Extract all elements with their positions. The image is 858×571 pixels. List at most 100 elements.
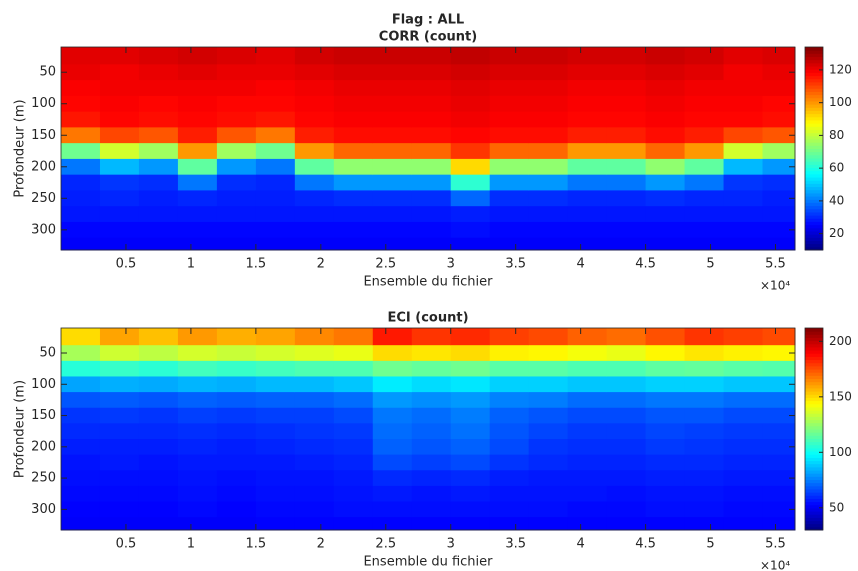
x-tick-label: 4.5 — [635, 257, 656, 272]
colorbar-swatch — [805, 413, 823, 417]
heat-cell — [61, 454, 101, 471]
heat-cell — [216, 485, 257, 503]
colorbar-tick-label: 100 — [829, 445, 852, 459]
heat-cell — [216, 237, 257, 251]
x-tick-label: 4 — [577, 537, 585, 552]
colorbar-swatch — [805, 498, 823, 503]
heat-cell — [216, 454, 257, 471]
x-axis-label: Ensemble du fichier — [363, 275, 493, 290]
heat-cell — [372, 206, 413, 223]
heat-cell — [723, 454, 764, 471]
x-tick-label: 2 — [317, 257, 325, 272]
heat-cell — [684, 517, 725, 531]
heat-cell — [645, 206, 686, 223]
heat-cell — [450, 517, 491, 531]
colorbar-swatch — [805, 164, 823, 169]
heat-cell — [216, 360, 257, 377]
heat-cell — [723, 376, 764, 393]
colorbar-swatch — [805, 485, 823, 490]
heat-cell — [216, 328, 257, 346]
heat-cell — [762, 360, 796, 377]
heat-cell — [450, 47, 491, 65]
heat-cell — [138, 237, 179, 251]
heat-cell — [684, 392, 725, 409]
heat-cell — [762, 221, 796, 239]
heat-cell — [216, 174, 257, 191]
colorbar-tick-label: 200 — [829, 334, 852, 348]
colorbar-swatch — [805, 227, 823, 232]
colorbar-swatch — [805, 350, 823, 354]
heat-cell — [255, 237, 296, 251]
x-exponent: ×10⁴ — [760, 279, 790, 293]
heat-cell — [411, 517, 452, 531]
colorbar-swatch — [805, 495, 823, 499]
heat-cell — [528, 345, 569, 362]
heat-cell — [99, 174, 140, 191]
heat-cell — [61, 328, 101, 346]
heat-cell — [177, 454, 218, 471]
colorbar-tick-label: 80 — [829, 128, 844, 142]
heat-cell — [138, 206, 179, 223]
heat-cell — [606, 143, 647, 160]
heat-cell — [528, 328, 569, 346]
heat-cell — [645, 174, 686, 191]
heat-cell — [450, 190, 491, 207]
heat-cell — [294, 328, 335, 346]
heat-cell — [294, 237, 335, 251]
colorbar-swatch — [805, 173, 823, 178]
x-tick-label: 0.5 — [116, 537, 137, 552]
heat-cell — [645, 517, 686, 531]
heat-cell — [567, 328, 608, 346]
heat-cell — [333, 454, 374, 471]
heat-cell — [333, 47, 374, 65]
heat-cell — [216, 517, 257, 531]
colorbar-swatch — [805, 142, 823, 146]
colorbar-swatch — [805, 88, 823, 92]
heat-cell — [528, 407, 569, 424]
heat-cell — [645, 345, 686, 362]
heat-cell — [528, 454, 569, 471]
heat-cell — [606, 485, 647, 503]
heat-cell — [177, 517, 218, 531]
heat-cell — [723, 392, 764, 409]
heat-cell — [372, 485, 413, 503]
heat-cell — [645, 439, 686, 456]
heat-cell — [450, 174, 491, 191]
colorbar-swatch — [805, 161, 823, 165]
heat-cell — [606, 501, 647, 518]
heat-cell — [489, 376, 530, 393]
heat-cell — [216, 221, 257, 239]
colorbar-swatch — [805, 435, 823, 439]
heat-cell — [723, 158, 764, 176]
heat-cell — [99, 47, 140, 65]
heat-cell — [294, 360, 335, 377]
colorbar-swatch — [805, 387, 823, 392]
colorbar-swatch — [805, 369, 823, 373]
y-tick-label: 150 — [31, 128, 56, 143]
heat-cell — [99, 376, 140, 393]
heat-cell — [177, 360, 218, 377]
heat-cell — [411, 360, 452, 377]
heat-cell — [450, 221, 491, 239]
heat-cell — [177, 143, 218, 160]
heat-cell — [138, 190, 179, 207]
heat-cell — [684, 158, 725, 176]
heat-cell — [450, 439, 491, 456]
x-tick-label: 1 — [187, 537, 195, 552]
heat-cell — [372, 423, 413, 440]
heat-cell — [723, 439, 764, 456]
heat-cell — [372, 127, 413, 144]
heat-cell — [333, 407, 374, 424]
heat-cell — [61, 47, 101, 65]
heat-cell — [333, 80, 374, 97]
heat-cell — [411, 143, 452, 160]
heat-cell — [762, 454, 796, 471]
heat-cell — [99, 158, 140, 176]
heat-cell — [61, 237, 101, 251]
heat-cell — [333, 206, 374, 223]
colorbar-swatch — [805, 50, 823, 54]
y-tick-label: 250 — [31, 471, 56, 486]
heat-cell — [723, 221, 764, 239]
heat-cell — [99, 143, 140, 160]
heat-cell — [294, 111, 335, 128]
